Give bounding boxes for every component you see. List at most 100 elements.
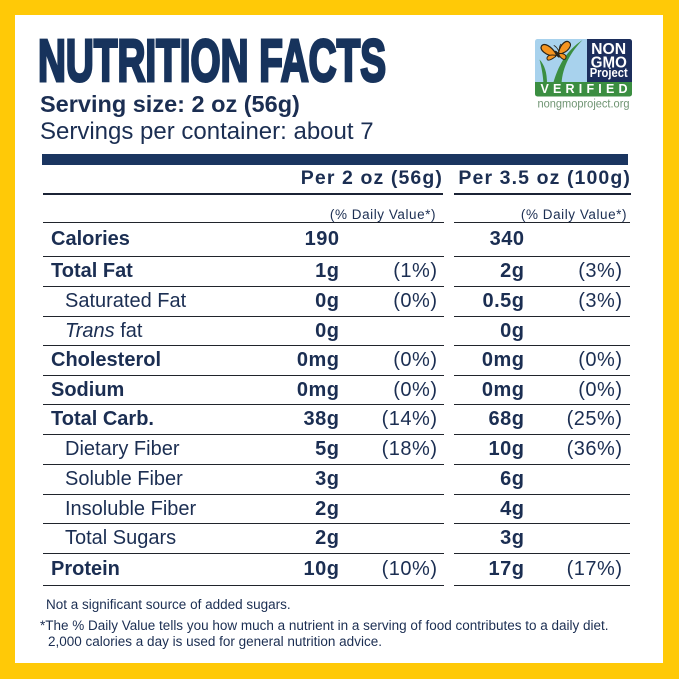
row-value: 0mg: [296, 378, 340, 401]
table-row: 68g (25%): [454, 405, 630, 435]
logo-non-text: NON: [591, 41, 626, 58]
table-row: 6g: [454, 465, 630, 495]
row-value: 0mg: [296, 349, 340, 371]
row-value: 2g: [500, 260, 525, 282]
table-top-bar: [42, 154, 628, 165]
row-percent: (17%): [566, 558, 623, 580]
table-row: Total Carb. 38g (14%): [43, 405, 444, 435]
nutrition-table-left: Calories 190 Total Fat 1g (1%) Saturated Fa…: [43, 222, 444, 586]
row-percent: (3%): [578, 290, 623, 312]
table-row: Dietary Fiber 5g (18%): [43, 435, 444, 465]
row-label: Saturated Fat: [65, 290, 187, 312]
row-value: 1g: [315, 260, 340, 282]
row-value: 38g: [303, 408, 340, 430]
column-header-per-3-5oz: Per 3.5 oz (100g): [454, 166, 631, 195]
footnote-daily-value-2: 2,000 calories a day is used for general…: [48, 634, 382, 649]
row-value: 0g: [500, 319, 525, 342]
table-row: 0mg (0%): [454, 376, 630, 405]
row-percent: (3%): [578, 260, 623, 282]
row-label: Cholesterol: [51, 349, 162, 371]
row-value: 2g: [315, 497, 340, 520]
row-label: Insoluble Fiber: [65, 497, 197, 520]
row-label: Calories: [51, 228, 130, 250]
row-value: 6g: [500, 468, 525, 490]
daily-value-note-col1: (% Daily Value*): [329, 206, 436, 222]
table-row: Soluble Fiber 3g: [43, 465, 444, 495]
butterfly-icon: [540, 40, 571, 61]
row-value: 0g: [315, 319, 340, 342]
row-value: 3g: [500, 527, 525, 549]
row-percent: (18%): [381, 438, 438, 460]
row-percent: (14%): [381, 408, 438, 430]
row-percent: (0%): [393, 378, 438, 401]
servings-per-container-text: Servings per container: about 7: [40, 117, 374, 145]
row-label-italic-part: Trans: [65, 319, 115, 342]
row-value: 0mg: [481, 349, 525, 371]
logo-project-text: Project: [590, 66, 629, 80]
row-value: 10g: [488, 438, 525, 460]
table-row: 2g (3%): [454, 257, 630, 287]
row-value: 2g: [315, 527, 340, 549]
row-label: Protein: [51, 558, 120, 580]
row-percent: (0%): [578, 378, 623, 401]
page-title: NUTRITION FACTS: [37, 28, 387, 95]
table-row: 0mg (0%): [454, 346, 630, 376]
row-value: 0.5g: [482, 290, 525, 312]
table-row: Saturated Fat 0g (0%): [43, 287, 444, 317]
logo-navy-background: [587, 39, 632, 82]
row-value: 3g: [315, 468, 340, 490]
row-value: 5g: [315, 438, 340, 460]
row-label-rest: fat: [114, 319, 143, 342]
non-gmo-project-verified-logo: NON GMO Project VERIFIED nongmoproject.o…: [535, 39, 632, 111]
row-label: Total Fat: [51, 260, 133, 282]
row-label: Sodium: [51, 378, 125, 401]
row-value: 0mg: [481, 378, 525, 401]
table-row: 3g: [454, 524, 630, 554]
logo-grass-right-blade: [553, 40, 583, 84]
table-row: Sodium 0mg (0%): [43, 376, 444, 405]
table-row: Calories 190: [43, 223, 444, 257]
table-row: Total Fat 1g (1%): [43, 257, 444, 287]
table-row: Insoluble Fiber 2g: [43, 495, 444, 524]
column-header-per-2oz: Per 2 oz (56g): [43, 166, 443, 195]
serving-size-text: Serving size: 2 oz (56g): [40, 91, 300, 117]
row-percent: (1%): [393, 260, 438, 282]
footnote-daily-value-1: *The % Daily Value tells you how much a …: [40, 617, 609, 633]
row-value: 68g: [488, 408, 525, 430]
row-label: Dietary Fiber: [65, 438, 180, 460]
logo-gmo-text: GMO: [591, 54, 627, 71]
daily-value-note-col2: (% Daily Value*): [520, 206, 627, 222]
row-value: 4g: [500, 497, 525, 520]
table-row: 0.5g (3%): [454, 287, 630, 317]
table-row: 10g (36%): [454, 435, 630, 465]
label-background: [15, 15, 663, 663]
row-percent: (25%): [566, 408, 623, 430]
row-percent: (36%): [566, 438, 623, 460]
row-label: Soluble Fiber: [65, 468, 183, 490]
row-value: 190: [304, 228, 340, 250]
table-row: 17g (17%): [454, 554, 630, 586]
row-value: 10g: [303, 558, 340, 580]
row-label: Total Carb.: [51, 408, 154, 430]
logo-verified-band: [535, 82, 632, 97]
row-percent: (0%): [578, 349, 623, 371]
table-row: Protein 10g (10%): [43, 554, 444, 586]
row-percent: (0%): [393, 290, 438, 312]
logo-grass-left-blade: [539, 59, 547, 84]
footnote-added-sugars: Not a significant source of added sugars…: [46, 596, 291, 612]
row-percent: (10%): [381, 558, 438, 580]
table-row: Cholesterol 0mg (0%): [43, 346, 444, 376]
row-value: 0g: [315, 290, 340, 312]
row-label: Trans fat: [43, 320, 270, 343]
table-row: 4g: [454, 495, 630, 524]
table-row: Trans fat 0g: [43, 317, 444, 346]
table-row: Total Sugars 2g: [43, 524, 444, 554]
nutrition-table-right: 340 2g (3%) 0.5g (3%) 0g 0mg (0%) 0mg (0%) 6…: [454, 222, 630, 586]
row-value: 340: [489, 228, 525, 250]
row-percent: (0%): [393, 349, 438, 371]
table-row: 0g: [454, 317, 630, 346]
row-label: Total Sugars: [65, 527, 177, 549]
table-row: 340: [454, 223, 630, 257]
row-value: 17g: [488, 558, 525, 580]
